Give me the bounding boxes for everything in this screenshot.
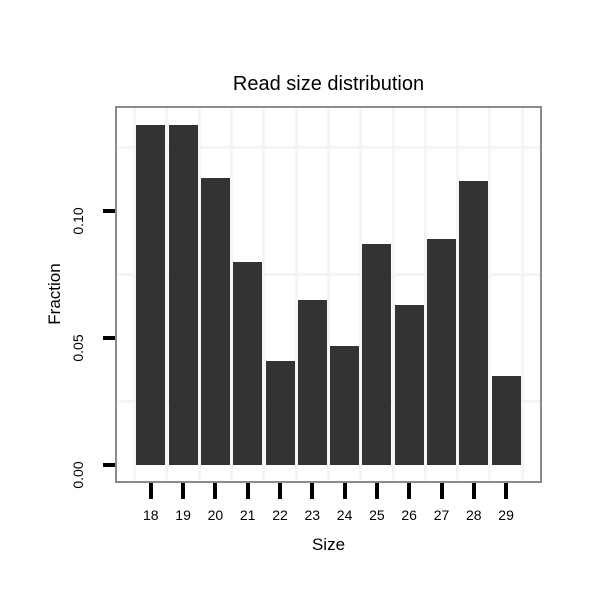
x-tick-label: 19 bbox=[175, 507, 191, 523]
plot-panel bbox=[117, 108, 540, 481]
gridline-vertical-minor bbox=[423, 108, 427, 481]
x-tick bbox=[245, 483, 250, 499]
gridline-vertical-minor bbox=[197, 108, 201, 481]
x-axis-title: Size bbox=[311, 535, 346, 554]
gridline-vertical-minor bbox=[133, 108, 137, 481]
gridline-vertical-minor bbox=[359, 108, 363, 481]
x-tick bbox=[342, 483, 347, 499]
x-tick-label: 21 bbox=[239, 507, 256, 523]
y-tick-label: 0.10 bbox=[70, 207, 86, 235]
x-tick bbox=[181, 483, 186, 499]
x-tick bbox=[439, 483, 444, 499]
gridline-vertical-minor bbox=[520, 108, 524, 481]
gridline-vertical-minor bbox=[294, 108, 298, 481]
bar-23 bbox=[297, 299, 327, 465]
bar-28 bbox=[459, 180, 489, 465]
x-tick bbox=[213, 483, 218, 499]
y-tick-label: 0.05 bbox=[70, 334, 86, 362]
chart-title: Read size distribution bbox=[232, 73, 425, 95]
gridline-vertical-minor bbox=[456, 108, 460, 481]
bar-24 bbox=[330, 345, 360, 465]
gridline-horizontal-minor bbox=[117, 273, 540, 276]
x-tick-label: 26 bbox=[401, 507, 417, 523]
x-tick-label: 18 bbox=[143, 507, 159, 523]
x-tick bbox=[374, 483, 379, 499]
y-axis-title: Fraction bbox=[45, 263, 64, 325]
gridline-vertical-minor bbox=[165, 108, 169, 481]
gridline-horizontal-minor bbox=[117, 146, 540, 149]
x-tick bbox=[504, 483, 509, 499]
bar-25 bbox=[362, 244, 392, 465]
gridline-vertical-minor bbox=[262, 108, 266, 481]
gridline-vertical-minor bbox=[391, 108, 395, 481]
x-tick-label: 20 bbox=[207, 507, 224, 523]
x-tick bbox=[148, 483, 153, 499]
x-tick-label: 27 bbox=[433, 507, 450, 523]
x-tick bbox=[310, 483, 315, 499]
gridline-vertical-minor bbox=[488, 108, 492, 481]
bar-21 bbox=[233, 261, 263, 465]
bar-29 bbox=[491, 376, 521, 465]
bar-19 bbox=[168, 124, 198, 465]
y-tick bbox=[103, 209, 117, 213]
gridline-vertical-minor bbox=[230, 108, 234, 481]
bar-22 bbox=[265, 360, 295, 465]
y-tick bbox=[103, 463, 117, 467]
gridline-horizontal-minor bbox=[117, 400, 540, 403]
x-tick bbox=[278, 483, 282, 499]
x-tick bbox=[407, 483, 412, 499]
x-tick-label: 28 bbox=[466, 507, 482, 523]
x-tick-label: 22 bbox=[272, 507, 288, 523]
bar-27 bbox=[427, 238, 456, 465]
x-tick-label: 25 bbox=[369, 507, 385, 523]
bar-18 bbox=[136, 124, 166, 465]
x-tick-label: 29 bbox=[498, 507, 514, 523]
gridline-vertical-minor bbox=[326, 108, 330, 481]
bar-26 bbox=[394, 304, 424, 465]
y-tick-label: 0.00 bbox=[70, 461, 86, 489]
x-tick-label: 24 bbox=[336, 507, 353, 523]
x-tick-label: 23 bbox=[304, 507, 321, 523]
y-tick bbox=[103, 336, 117, 340]
bar-20 bbox=[200, 177, 230, 465]
x-tick bbox=[471, 483, 476, 499]
